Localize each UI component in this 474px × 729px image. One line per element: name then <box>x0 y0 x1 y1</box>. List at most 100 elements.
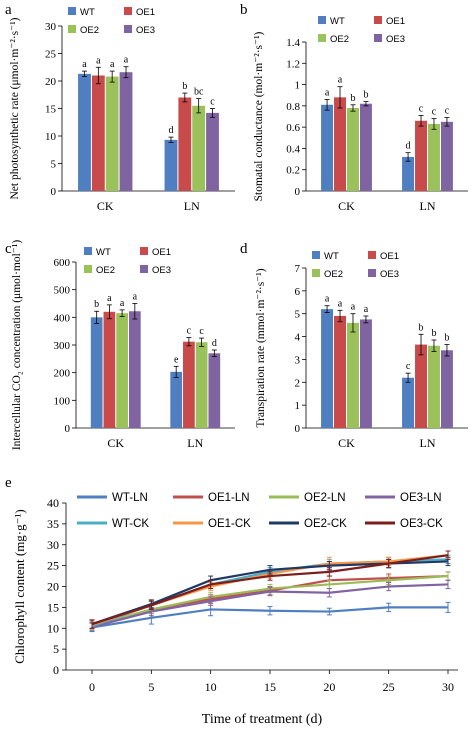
significance-letter: c <box>406 361 411 372</box>
y-axis-label: Chlorophyll content (mg·g⁻¹) <box>12 509 27 663</box>
significance-letter: a <box>96 55 101 66</box>
y-tick-label: 0 <box>295 423 301 435</box>
legend-swatch-OE1 <box>140 247 148 255</box>
significance-letter: e <box>174 354 179 365</box>
significance-letter: a <box>107 293 112 304</box>
legend-swatch-WT <box>318 16 326 24</box>
x-category-label: CK <box>338 199 355 213</box>
bar-OE1-CK <box>334 316 346 428</box>
y-tick-label: 20 <box>45 76 57 88</box>
y-tick-label: 200 <box>54 368 71 380</box>
x-category-label: LN <box>187 436 203 450</box>
bar-OE2-CK <box>105 76 119 191</box>
legend-label-OE1-CK: OE1-CK <box>208 518 251 530</box>
significance-letter: c <box>187 326 192 337</box>
panel-letter-a: a <box>5 2 12 18</box>
y-tick-label: 20 <box>47 580 59 594</box>
significance-letter: a <box>120 298 125 309</box>
legend-swatch-OE2 <box>318 34 326 42</box>
legend-swatch-OE3 <box>368 269 376 277</box>
bar-OE3-CK <box>359 319 372 428</box>
y-axis-label: Intercellular CO₂ concentration (μmol·mo… <box>11 240 23 451</box>
legend-label-OE2: OE2 <box>324 269 343 280</box>
significance-letter: b <box>444 333 449 344</box>
bar-OE1-LN <box>415 344 427 428</box>
bar-OE2-CK <box>347 107 359 191</box>
bar-OE3-LN <box>206 112 219 191</box>
x-category-label: CK <box>97 199 114 213</box>
bar-OE2-LN <box>428 345 440 428</box>
panel-letter-b: b <box>240 2 248 18</box>
y-tick-label: 1 <box>295 80 301 92</box>
legend-swatch-OE2 <box>84 265 92 273</box>
x-category-label: LN <box>184 199 200 213</box>
significance-letter: b <box>419 322 424 333</box>
significance-letter: c <box>432 107 437 118</box>
legend-swatch-WT <box>312 251 320 259</box>
legend-label-OE1: OE1 <box>136 7 155 18</box>
legend-label-WT: WT <box>96 247 111 258</box>
significance-letter: a <box>124 55 129 66</box>
legend-label-WT: WT <box>330 16 345 27</box>
bar-OE1-LN <box>415 120 427 191</box>
significance-letter: d <box>406 141 411 152</box>
y-tick-label: 1.2 <box>286 58 300 70</box>
significance-letter: c <box>199 326 204 337</box>
legend-swatch-WT <box>84 247 92 255</box>
significance-letter: b <box>363 90 368 101</box>
legend-label-OE3: OE3 <box>152 265 171 276</box>
bar-WT-LN <box>170 371 183 428</box>
legend-label-WT: WT <box>80 7 95 18</box>
significance-letter: a <box>351 302 356 313</box>
bar-OE1-CK <box>334 97 346 191</box>
bar-OE3-CK <box>359 103 372 191</box>
panel-letter-c: c <box>5 241 12 257</box>
legend-swatch-OE2 <box>68 25 76 33</box>
significance-letter: c <box>210 97 215 108</box>
y-tick-label: 6 <box>295 286 301 298</box>
panel-letter-d: d <box>240 241 248 257</box>
y-tick-label: 0.4 <box>286 143 300 155</box>
legend-label-OE1: OE1 <box>380 251 399 262</box>
y-tick-label: 40 <box>47 496 59 510</box>
y-tick-label: 500 <box>54 285 71 297</box>
x-tick-label: 10 <box>205 680 217 694</box>
bar-OE2-CK <box>116 313 128 428</box>
legend-swatch-WT <box>68 7 76 15</box>
significance-letter: bc <box>194 87 204 98</box>
y-tick-label: 15 <box>47 600 59 614</box>
legend-swatch-OE3 <box>374 34 382 42</box>
legend-swatch-OE1 <box>374 16 382 24</box>
y-tick-label: 3 <box>295 354 301 366</box>
significance-letter: a <box>325 294 330 305</box>
legend-label-OE2: OE2 <box>96 265 115 276</box>
significance-letter: c <box>445 106 450 117</box>
legend-swatch-OE3 <box>124 25 132 33</box>
x-axis-label: Time of treatment (d) <box>202 712 323 727</box>
y-tick-label: 25 <box>47 559 59 573</box>
legend-label-OE3-CK: OE3-CK <box>400 518 443 530</box>
y-tick-label: 0.2 <box>286 165 300 177</box>
significance-letter: b <box>350 93 355 104</box>
y-tick-label: 300 <box>54 340 71 352</box>
x-tick-label: 20 <box>323 680 335 694</box>
legend-label-OE1: OE1 <box>386 16 405 27</box>
y-tick-label: 25 <box>45 49 57 61</box>
bar-WT-LN <box>402 156 415 191</box>
bar-OE1-CK <box>91 75 105 191</box>
y-tick-label: 2 <box>295 377 301 389</box>
y-axis-label: Net photosynthetic rate (μmol·m⁻²·s⁻¹) <box>9 17 21 199</box>
significance-letter: d <box>168 125 173 136</box>
bar-WT-CK <box>78 73 91 191</box>
y-tick-label: 4 <box>295 332 301 344</box>
bar-OE2-LN <box>192 105 206 191</box>
y-tick-label: 0 <box>51 186 57 198</box>
bar-OE3-LN <box>208 353 221 428</box>
y-tick-label: 0 <box>295 186 301 198</box>
legend-label-OE2: OE2 <box>330 34 349 45</box>
legend-label-WT: WT <box>324 251 339 262</box>
x-tick-label: 0 <box>89 680 95 694</box>
y-tick-label: 5 <box>53 642 59 656</box>
bar-WT-CK <box>321 104 334 191</box>
